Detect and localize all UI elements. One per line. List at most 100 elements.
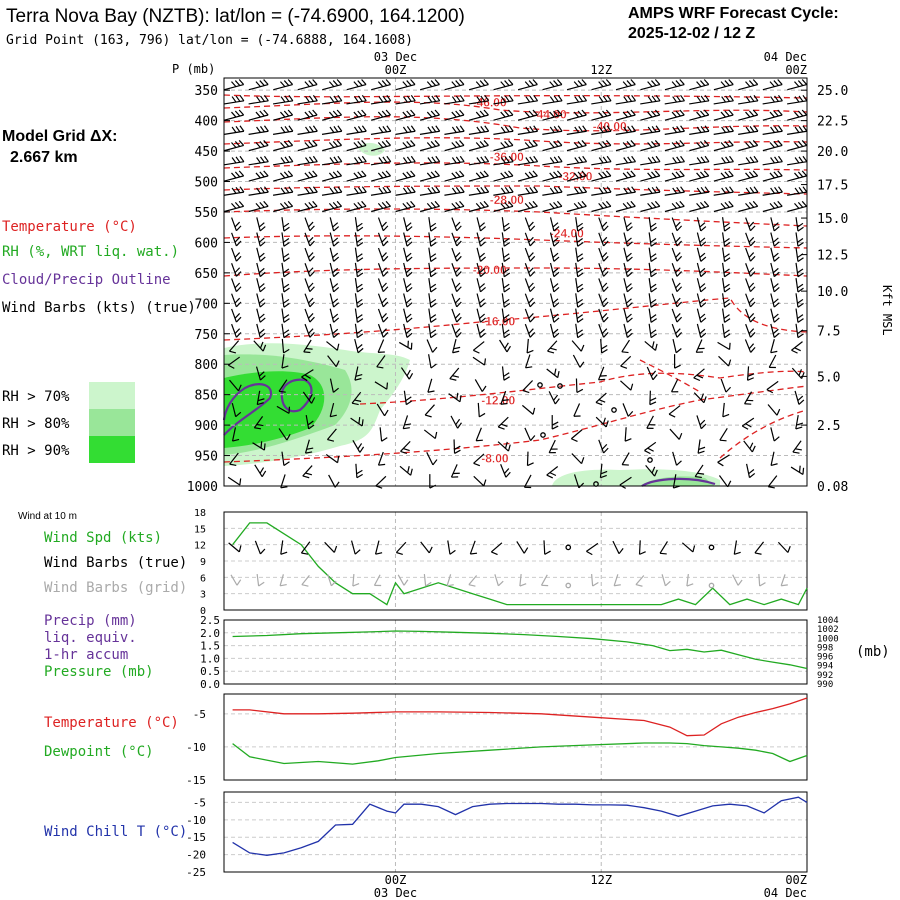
- barb-feather: [605, 170, 612, 177]
- barb-feather: [361, 170, 367, 177]
- wind10-barb-true: [754, 541, 765, 555]
- barb-feather: [259, 256, 266, 262]
- barb-feather: [525, 187, 531, 194]
- barb-staff: [426, 452, 434, 466]
- barb-staff: [451, 232, 458, 247]
- barb-feather: [475, 142, 482, 148]
- barb-staff: [297, 83, 318, 91]
- precip-tick-label: 2.0: [200, 627, 220, 640]
- temp-contour-label: -20.00: [473, 263, 507, 277]
- barb-feather: [675, 171, 681, 178]
- barb-feather: [504, 110, 510, 117]
- barb-feather: [455, 126, 461, 133]
- barb-staff: [476, 262, 482, 277]
- barb-feather: [626, 287, 633, 293]
- profile-wind-barb: [328, 474, 340, 488]
- barb-feather: [406, 156, 412, 163]
- pressure-tick-label: 996: [817, 653, 833, 663]
- barb-staff: [501, 366, 505, 381]
- barb-feather: [361, 125, 367, 132]
- profile-wind-barb: [501, 278, 511, 293]
- barb-staff: [256, 217, 261, 232]
- profile-wind-barb: [713, 170, 734, 182]
- wind10-barb-true: [324, 541, 338, 553]
- barb-feather: [301, 552, 309, 555]
- barb-feather: [592, 582, 599, 587]
- barb-feather: [578, 186, 584, 194]
- profile-wind-barb: [623, 323, 633, 338]
- barb-feather: [280, 486, 288, 489]
- barb-feather: [259, 241, 266, 247]
- barb-feather: [556, 79, 563, 85]
- barb-staff: [598, 308, 605, 323]
- barb-staff: [493, 191, 514, 196]
- barb-feather: [406, 126, 412, 133]
- profile-wind-barb: [476, 262, 486, 278]
- barb-feather: [724, 80, 730, 86]
- barb-staff: [713, 191, 734, 196]
- barb-feather: [676, 255, 683, 262]
- profile-wind-barb: [524, 217, 536, 232]
- barb-staff: [664, 130, 685, 135]
- wind10-barb-true: [543, 540, 551, 555]
- barb-staff: [468, 100, 489, 105]
- barb-staff: [279, 574, 284, 586]
- barb-feather: [697, 450, 705, 454]
- barb-feather: [601, 443, 608, 450]
- profile-wind-barb: [304, 217, 315, 232]
- barb-feather: [529, 301, 536, 308]
- barb-staff: [224, 175, 244, 182]
- profile-wind-barb: [228, 340, 240, 354]
- barb-staff: [297, 100, 318, 105]
- barb-feather: [724, 242, 731, 247]
- barb-feather: [431, 156, 437, 163]
- barb-feather: [410, 155, 416, 163]
- barb-feather: [573, 172, 580, 179]
- wind10-barb-true: [280, 540, 288, 555]
- barb-staff: [354, 247, 358, 262]
- barb-staff: [328, 474, 336, 488]
- barb-staff: [693, 392, 705, 404]
- barb-staff: [591, 191, 612, 196]
- barb-feather: [308, 186, 314, 194]
- barb-feather: [700, 95, 706, 102]
- temp-contour: [223, 235, 808, 249]
- barb-feather: [427, 390, 435, 393]
- barb-feather: [797, 110, 804, 117]
- profile-wind-barb: [346, 140, 367, 152]
- barb-feather: [686, 583, 694, 587]
- kft-tick-label: 20.0: [817, 145, 848, 160]
- barb-staff: [398, 341, 412, 350]
- profile-wind-barb: [551, 415, 559, 430]
- barb-feather: [578, 482, 585, 489]
- barb-staff: [476, 308, 482, 323]
- profile-wind-barb: [575, 232, 584, 247]
- barb-feather: [552, 222, 559, 228]
- profile-wind-barb: [423, 429, 438, 440]
- profile-wind-barb: [696, 415, 707, 430]
- barb-feather: [549, 187, 555, 194]
- barb-feather: [425, 581, 432, 587]
- barb-feather: [333, 126, 339, 133]
- barb-staff: [566, 161, 587, 166]
- windchill-tick-label: -5: [193, 796, 206, 809]
- barb-feather: [577, 333, 584, 339]
- barb-feather: [234, 80, 241, 86]
- barb-feather: [329, 187, 335, 194]
- profile-wind-barb: [713, 109, 734, 121]
- barb-feather: [434, 431, 438, 439]
- barb-feather: [722, 413, 730, 418]
- barb-staff: [549, 293, 555, 308]
- barb-feather: [234, 282, 241, 289]
- barb-feather: [258, 267, 265, 274]
- barb-staff: [395, 205, 416, 213]
- barb-feather: [451, 126, 457, 133]
- barb-feather: [503, 253, 510, 259]
- barb-feather: [802, 125, 808, 132]
- barb-staff: [490, 542, 503, 553]
- barb-feather: [625, 328, 632, 335]
- barb-staff: [329, 247, 335, 262]
- barb-staff: [524, 247, 531, 262]
- barb-feather: [278, 390, 286, 393]
- barb-feather: [385, 140, 391, 146]
